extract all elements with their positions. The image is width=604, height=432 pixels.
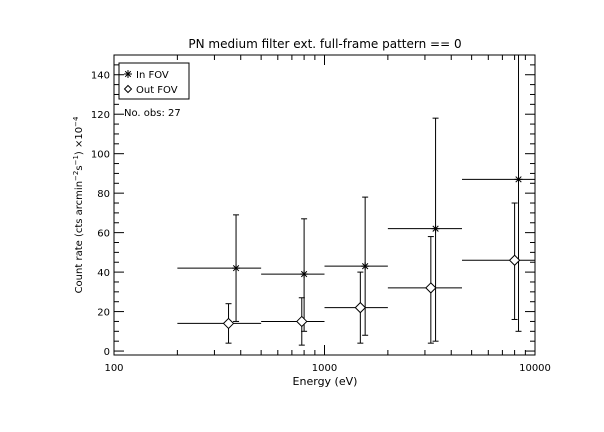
x-axis-label: Energy (eV) [293, 375, 358, 388]
data-point-in-fov [431, 224, 440, 233]
y-tick-label: 0 [104, 347, 110, 358]
x-tick-label: 100 [104, 363, 123, 374]
x-tick-label: 10000 [519, 363, 551, 374]
y-axis-label-main: Count rate (cts arcmin [74, 181, 85, 293]
data-point-in-fov-stroke [361, 263, 369, 270]
legend-asterisk-symbol-stroke [124, 70, 132, 78]
data-point-out-fov [354, 301, 367, 314]
y-axis-label-mid2: ) ×10 [74, 127, 85, 155]
data-point-out-fov [296, 315, 308, 328]
legend-label-in-fov: In FOV [136, 70, 169, 81]
annotation-obs-count: No. obs: 27 [124, 108, 181, 119]
y-axis-label-exp1: −2 [72, 171, 80, 181]
data-point-in-fov-stroke [432, 225, 439, 232]
data-point-out-fov [425, 282, 437, 294]
y-tick-label: 60 [97, 229, 110, 240]
y-tick-label: 20 [97, 308, 110, 319]
legend-diamond-icon [123, 84, 133, 94]
legend-label-out-fov: Out FOV [136, 85, 178, 96]
data-point-out-fov [222, 317, 235, 330]
x-tick-label: 1000 [312, 363, 337, 374]
data-point-in-fov-stroke [300, 270, 308, 278]
y-axis-label: Count rate (cts arcmin−2s−1) ×10−4 [72, 116, 85, 293]
data-point-in-fov [300, 270, 309, 279]
data-point-out-fov [508, 254, 521, 266]
y-tick-label: 140 [91, 71, 110, 82]
legend-asterisk-symbol [124, 70, 132, 78]
data-point-in-fov [514, 175, 523, 184]
data-point-in-fov [232, 264, 241, 273]
legend-box [118, 62, 190, 100]
data-point-in-fov-stroke [515, 176, 522, 183]
y-tick-label: 80 [97, 189, 110, 200]
chart-title: PN medium filter ext. full-frame pattern… [188, 37, 461, 51]
y-tick-label: 120 [91, 110, 110, 121]
data-point-in-fov [361, 262, 370, 271]
y-axis-label-exp2: −1 [72, 155, 80, 165]
y-axis-label-exp3: −4 [72, 116, 80, 127]
legend-asterisk-icon [124, 70, 132, 78]
y-axis-label-mid: s [74, 165, 85, 170]
data-point-in-fov-stroke [232, 265, 240, 272]
legend: In FOV Out FOV [118, 62, 190, 100]
y-tick-label: 100 [91, 150, 110, 161]
legend-diamond-symbol [123, 84, 133, 94]
y-tick-label: 40 [97, 268, 110, 279]
